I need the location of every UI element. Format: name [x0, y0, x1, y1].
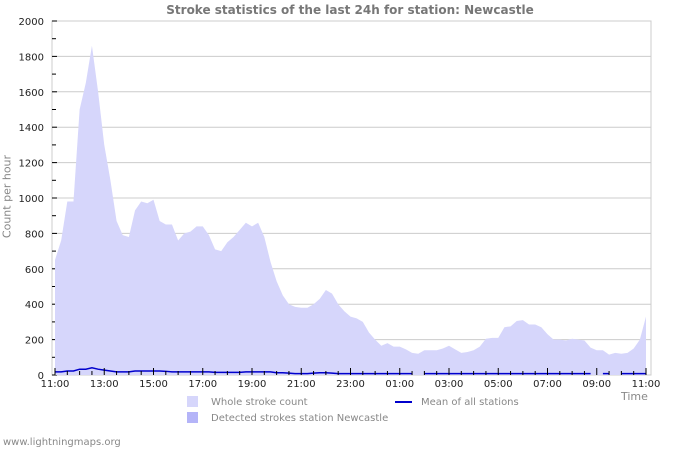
legend-swatch-whole	[187, 396, 198, 407]
y-tick-label: 1200	[19, 159, 44, 170]
y-tick-label: 2000	[19, 17, 44, 28]
x-tick-label: 03:00	[435, 379, 464, 390]
y-tick-label: 1800	[19, 52, 44, 63]
legend-whole-label: Whole stroke count	[211, 397, 308, 408]
y-tick-label: 1000	[19, 194, 44, 205]
x-tick-label: 07:00	[533, 379, 562, 390]
x-tick-label: 17:00	[188, 379, 217, 390]
legend-detected-label: Detected strokes station Newcastle	[211, 413, 389, 424]
legend-mean-label: Mean of all stations	[421, 397, 519, 408]
y-tick-label: 1600	[19, 88, 44, 99]
y-tick-label: 1400	[19, 123, 44, 134]
legend-line-mean	[395, 401, 412, 403]
whole-stroke-area	[55, 45, 646, 375]
x-tick-label: 19:00	[238, 379, 267, 390]
y-tick-label: 0	[38, 371, 44, 382]
footer-link[interactable]: www.lightningmaps.org	[3, 437, 121, 448]
legend-swatch-detected	[187, 412, 198, 423]
y-tick-label: 800	[25, 229, 44, 240]
x-tick-label: 21:00	[287, 379, 316, 390]
y-tick-label: 200	[25, 336, 44, 347]
y-tick-label: 600	[25, 265, 44, 276]
y-tick-label: 400	[25, 300, 44, 311]
x-tick-label: 01:00	[385, 379, 414, 390]
chart-title: Stroke statistics of the last 24h for st…	[166, 3, 534, 17]
x-tick-label: 23:00	[336, 379, 365, 390]
x-tick-label: 13:00	[90, 379, 119, 390]
x-tick-label: 11:00	[632, 379, 661, 390]
x-tick-label: 05:00	[484, 379, 513, 390]
x-axis-label: Time	[621, 390, 648, 403]
x-tick-label: 15:00	[139, 379, 168, 390]
mean-line	[55, 367, 646, 375]
x-tick-label: 09:00	[582, 379, 611, 390]
x-tick-label: 11:00	[41, 379, 70, 390]
